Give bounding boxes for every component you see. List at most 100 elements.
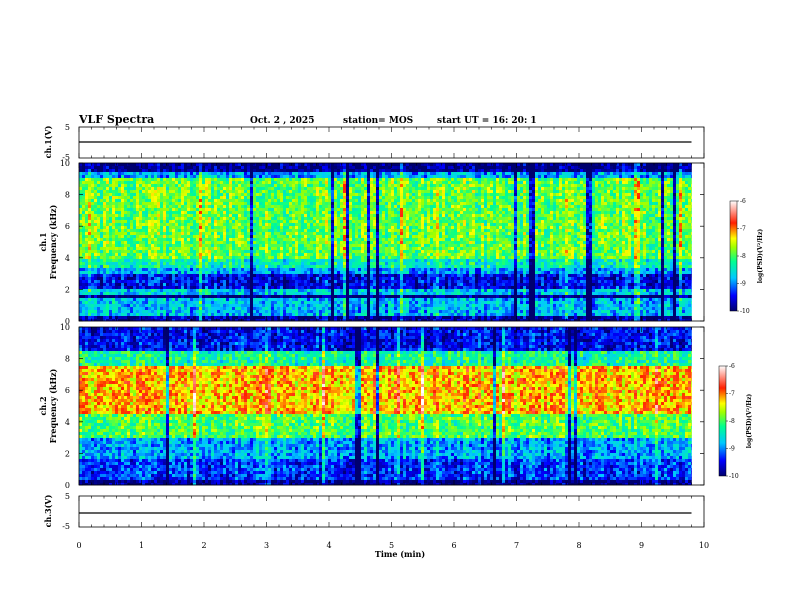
ch1-spectrogram-cell — [508, 202, 511, 205]
ch1-spectrogram-cell — [484, 226, 487, 229]
ch1-spectrogram-cell — [190, 175, 193, 178]
ch1-spectrogram-cell — [304, 178, 307, 181]
ch1-spectrogram-cell — [82, 211, 85, 214]
ch1-spectrogram-cell — [505, 163, 508, 166]
ch1-spectrogram-cell — [400, 217, 403, 220]
ch1-spectrogram-cell — [235, 208, 238, 211]
ch1-spectrogram-cell — [169, 184, 172, 187]
ch1-spectrogram-cell — [454, 178, 457, 181]
ch1-spectrogram-cell — [214, 202, 217, 205]
ch1-spectrogram-cell — [208, 190, 211, 193]
ch1-spectrogram-cell — [307, 175, 310, 178]
ch1-spectrogram-cell — [322, 220, 325, 223]
ch1-spectrogram-cell — [685, 217, 688, 220]
ch1-spectrogram-cell — [256, 223, 259, 226]
ch1-spectrogram-cell — [415, 175, 418, 178]
ch1-spectrogram-cell — [634, 184, 637, 187]
ch1-spectrogram-cell — [442, 181, 445, 184]
ch1-spectrogram-cell — [637, 163, 640, 166]
ch1-spectrogram-cell — [178, 235, 181, 238]
ch1-spectrogram-cell — [325, 211, 328, 214]
ch1-spectrogram-cell — [493, 217, 496, 220]
ch1-spectrogram-cell — [430, 220, 433, 223]
ch1-spectrogram-cell — [220, 187, 223, 190]
ch1-spectrogram-cell — [427, 229, 430, 232]
ch1-spectrogram-cell — [217, 220, 220, 223]
ch1-spectrogram-cell — [682, 205, 685, 208]
ch1-spectrogram-cell — [199, 232, 202, 235]
ch1-spectrogram-cell — [346, 175, 349, 178]
ch1-spectrogram-cell — [445, 190, 448, 193]
ch1-spectrogram-cell — [670, 202, 673, 205]
ch1-spectrogram-cell — [136, 211, 139, 214]
ch1-spectrogram-cell — [133, 190, 136, 193]
ch1-spectrogram-cell — [244, 202, 247, 205]
ch1-spectrogram-cell — [154, 226, 157, 229]
ch1-spectrogram-cell — [679, 190, 682, 193]
ch1-spectrogram-cell — [679, 169, 682, 172]
ch1-spectrogram-cell — [142, 229, 145, 232]
ch1-spectrogram-cell — [124, 166, 127, 169]
ch1-spectrogram-cell — [355, 217, 358, 220]
ch1-spectrogram-cell — [394, 220, 397, 223]
ch1-spectrogram-cell — [661, 187, 664, 190]
ch1-spectrogram-cell — [514, 199, 517, 202]
ch1-spectrogram-cell — [535, 220, 538, 223]
ch1-spectrogram-cell — [91, 181, 94, 184]
ch1-spectrogram-cell — [613, 217, 616, 220]
ch1-spectrogram-cell — [277, 184, 280, 187]
ch1-spectrogram-cell — [379, 181, 382, 184]
ch1-spectrogram-cell — [163, 214, 166, 217]
ch1-spectrogram-cell — [544, 184, 547, 187]
ch1-spectrogram-cell — [340, 220, 343, 223]
ch1-spectrogram-cell — [523, 220, 526, 223]
ch1-spectrogram-cell — [691, 172, 692, 175]
ch1-spectrogram-cell — [538, 232, 541, 235]
ch1-spectrogram-cell — [499, 229, 502, 232]
ch1-spectrogram-cell — [214, 190, 217, 193]
ch1-spectrogram-cell — [469, 208, 472, 211]
ch1-spectrogram-cell — [94, 226, 97, 229]
ch1-spectrogram-cell — [352, 217, 355, 220]
ch1-spectrogram-cell — [112, 166, 115, 169]
ch1-spectrogram-cell — [607, 184, 610, 187]
ch1-spectrogram-cell — [379, 193, 382, 196]
ch1-spectrogram-cell — [589, 226, 592, 229]
ch1-spectrogram-cell — [439, 211, 442, 214]
ch1-spectrogram-cell — [271, 205, 274, 208]
ch1-spectrogram-cell — [490, 190, 493, 193]
ch1-spectrogram-cell — [226, 223, 229, 226]
ch1-spectrogram-cell — [271, 184, 274, 187]
ch1-spectrogram-cell — [580, 202, 583, 205]
ch1-spectrogram-cell — [451, 184, 454, 187]
ch1-spectrogram-cell — [406, 184, 409, 187]
ch1-spectrogram-cell — [676, 181, 679, 184]
ch1-spectrogram-cell — [193, 181, 196, 184]
ch1-spectrogram-cell — [346, 220, 349, 223]
ch1-spectrogram-cell — [628, 226, 631, 229]
ch1-spectrogram-cell — [139, 217, 142, 220]
ch1-spectrogram-cell — [82, 196, 85, 199]
ch1-spectrogram-cell — [427, 166, 430, 169]
ch1-spectrogram-cell — [301, 223, 304, 226]
ch1-spectrogram-cell — [382, 166, 385, 169]
ch1-spectrogram-cell — [667, 208, 670, 211]
ch1-spectrogram-cell — [202, 208, 205, 211]
ch1-spectrogram-cell — [598, 214, 601, 217]
ch1-spectrogram-cell — [637, 202, 640, 205]
ch1-spectrogram-cell — [586, 223, 589, 226]
ch1-spectrogram-cell — [130, 163, 133, 166]
ch1-spectrogram-cell — [328, 220, 331, 223]
ch1-spectrogram-cell — [121, 217, 124, 220]
ch1-spectrogram-cell — [337, 220, 340, 223]
ch1-spectrogram-cell — [472, 190, 475, 193]
ch1-spectrogram-cell — [436, 175, 439, 178]
ch1-spectrogram-cell — [532, 205, 535, 208]
ch1-spectrogram-cell — [232, 184, 235, 187]
ch1-spectrogram-cell — [211, 196, 214, 199]
ch1-spectrogram-cell — [148, 211, 151, 214]
ch1-spectrogram-cell — [358, 202, 361, 205]
ch1-spectrogram-cell — [250, 226, 253, 229]
ch1-spectrogram-cell — [217, 208, 220, 211]
ch1-spectrogram-cell — [469, 169, 472, 172]
